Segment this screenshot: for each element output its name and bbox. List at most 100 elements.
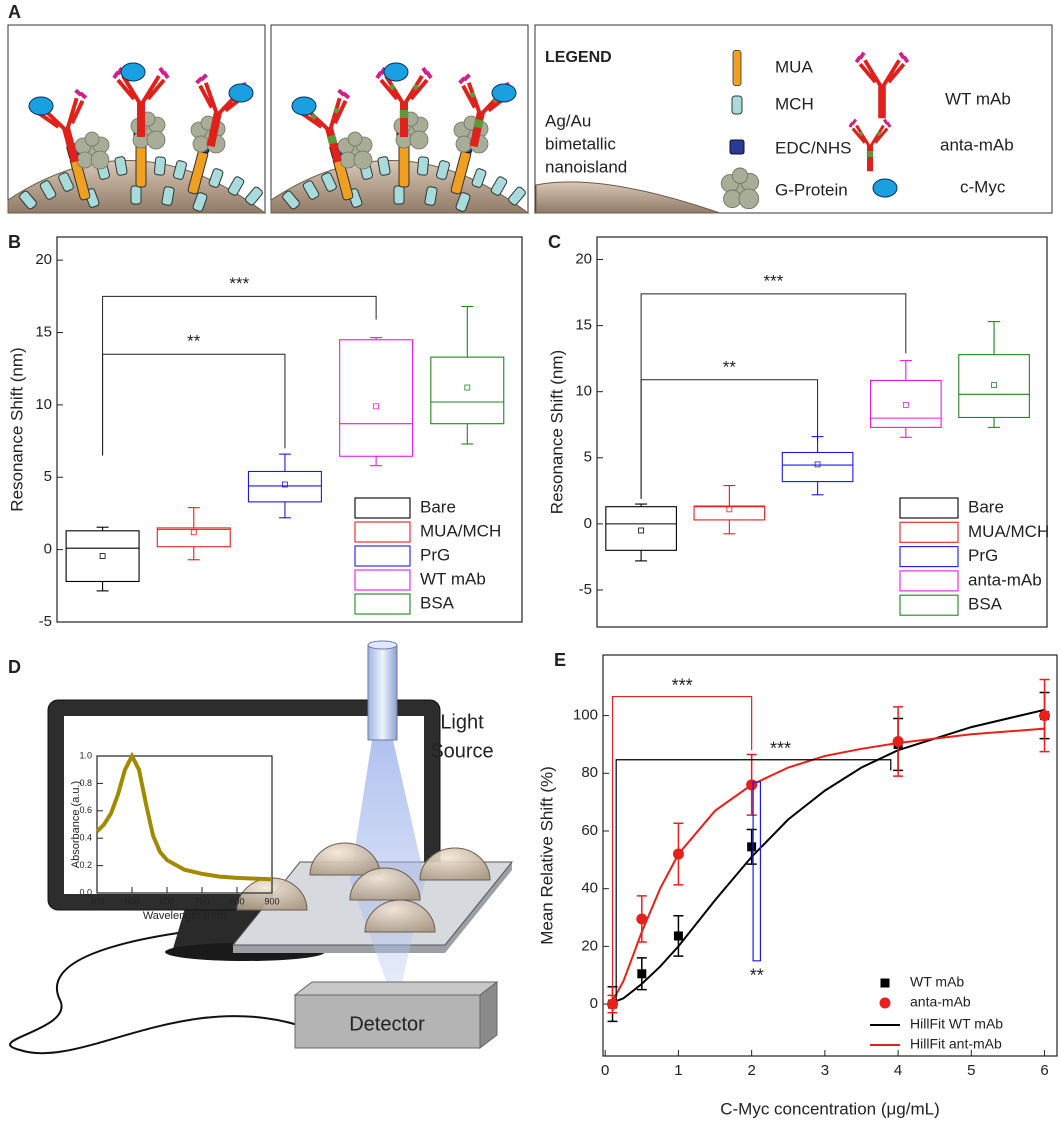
y-tick-label: 100: [573, 707, 598, 724]
legend-label: Bare: [968, 497, 1004, 516]
marker: [607, 998, 619, 1010]
y-tick-label: 0.4: [79, 833, 92, 843]
cyl-icon: [39, 180, 57, 200]
cyl-icon: [19, 190, 37, 210]
y-axis-label: Mean Relative Shift (%): [537, 766, 556, 945]
box: [869, 379, 942, 428]
mch-molecule: [377, 156, 391, 176]
legend-label: BSA: [420, 593, 455, 612]
mch-molecule: [508, 186, 526, 206]
mch-molecule: [436, 160, 450, 180]
marker: [880, 978, 890, 988]
legend-label: G-Protein: [775, 180, 848, 199]
legend-label: Bare: [420, 497, 456, 516]
cmyc-molecule: [491, 83, 517, 103]
legend-label: WT mAb: [945, 89, 1011, 108]
mch-molecule: [227, 176, 245, 196]
cyl-icon: [377, 156, 391, 176]
legend-swatch: [899, 521, 959, 543]
cyl-icon: [161, 186, 175, 206]
mua-icon: [135, 142, 147, 188]
mua-icon: [732, 49, 742, 87]
cyl-icon: [471, 168, 487, 188]
mean: [638, 527, 645, 534]
significance-label: ***: [764, 271, 784, 290]
significance-bracket: [102, 353, 286, 456]
mch-molecule: [161, 186, 175, 206]
significance-label: **: [187, 332, 201, 351]
significance-label: **: [750, 966, 764, 986]
myc-icon: [872, 178, 898, 198]
cyl-icon: [58, 172, 74, 192]
mch-molecule: [731, 95, 743, 115]
mch-molecule: [424, 186, 438, 206]
y-tick-label: 0.8: [79, 778, 92, 788]
significance-bracket: [615, 759, 892, 1001]
light-source: [367, 644, 398, 741]
antibody-chain: [461, 82, 510, 148]
cmyc-molecule: [291, 96, 317, 116]
antibody-chain: [851, 124, 889, 172]
box: [430, 356, 505, 425]
significance-bracket: [640, 379, 819, 499]
x-tick-label: 5: [967, 1062, 975, 1079]
cyl-icon: [153, 156, 167, 176]
mua-molecule: [732, 49, 742, 87]
mch-molecule: [208, 168, 224, 188]
line: [611, 727, 1045, 1002]
mean: [814, 461, 821, 468]
significance-bracket: [611, 695, 753, 996]
protein-lobe: [409, 130, 429, 150]
marker: [636, 913, 648, 925]
cyl-icon: [424, 186, 438, 206]
antibody-chain: [858, 59, 906, 119]
mch-molecule: [114, 156, 128, 176]
cable: [9, 929, 299, 1055]
cyl-icon: [282, 190, 300, 210]
antibody-tip: [854, 51, 910, 64]
legend-label: nanoisland: [545, 157, 627, 176]
protein-lobe: [76, 151, 94, 169]
legend-label: c-Myc: [960, 177, 1006, 196]
significance-label: ***: [672, 675, 693, 695]
significance-label: ***: [770, 738, 791, 758]
light-source-label: Source: [430, 740, 493, 762]
cmyc-molecule: [872, 178, 898, 198]
prot-icon: [74, 131, 110, 170]
box: [65, 530, 140, 583]
marker: [672, 848, 684, 860]
cyl-icon: [227, 176, 245, 196]
legend-swatch: [354, 545, 411, 567]
mua-molecule: [135, 142, 147, 188]
myc-icon: [28, 96, 54, 116]
cmyc-molecule: [383, 62, 409, 82]
panel-label: E: [554, 650, 566, 670]
mch-molecule: [471, 168, 487, 188]
mch-molecule: [153, 156, 167, 176]
droplet: [419, 847, 491, 881]
antibody-chain: [36, 97, 85, 163]
cyl-icon: [208, 168, 224, 188]
ab-icon: [458, 73, 515, 148]
antibody-tip: [195, 73, 252, 95]
plot-frame: [96, 755, 273, 894]
antibody-chain: [379, 74, 429, 137]
cyl-icon: [114, 156, 128, 176]
protein-lobe: [353, 150, 373, 170]
marker: [746, 779, 758, 791]
prot-icon: [720, 167, 760, 210]
legend-swatch: [354, 497, 411, 519]
ab-icon: [375, 66, 433, 137]
mch-molecule: [39, 180, 57, 200]
mean: [902, 401, 909, 408]
mch-molecule: [302, 180, 320, 200]
y-tick-label: 0.2: [79, 860, 92, 870]
legend-swatch: [354, 521, 411, 543]
legend-label: MUA: [775, 57, 813, 76]
protein-lobe: [731, 167, 749, 184]
box: [781, 451, 854, 483]
marker: [879, 997, 891, 1009]
edc-icon: [729, 139, 745, 155]
y-axis-label: Resonance Shift (nm): [7, 347, 26, 511]
